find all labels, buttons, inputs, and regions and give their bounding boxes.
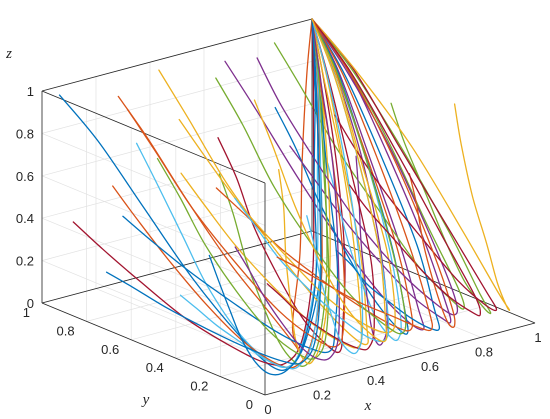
y-tick-label: 0.2 <box>190 379 208 394</box>
trajectory-line <box>158 18 369 346</box>
x-tick-label: 0.4 <box>367 373 385 388</box>
trajectory-line <box>253 18 388 343</box>
z-tick-label: 1 <box>27 84 34 99</box>
trajectory-line <box>256 18 459 316</box>
floor-gridline-y <box>131 267 402 341</box>
back-wall-gridline-z <box>41 145 313 219</box>
z-tick-label: 0.8 <box>16 126 34 141</box>
trajectory-line <box>122 18 339 354</box>
z-tick-label: 0.4 <box>16 211 34 226</box>
trajectory-line <box>135 18 319 369</box>
side-wall-gridline-z <box>41 260 266 353</box>
side-wall-gridline-z <box>41 133 266 226</box>
trajectory-line <box>274 18 409 335</box>
trajectory-line <box>208 18 318 376</box>
trajectory-line <box>72 18 315 366</box>
y-tick-label: 0 <box>246 397 253 412</box>
y-axis-line <box>41 302 266 396</box>
trajectory-line <box>311 18 498 312</box>
trajectory-line <box>105 18 322 365</box>
trajectory-line <box>218 18 328 367</box>
y-tick-label: 0.6 <box>101 342 119 357</box>
back-wall-gridline-z <box>41 103 313 177</box>
trajectory-line <box>217 18 346 354</box>
y-axis-label: y <box>141 392 150 408</box>
z-tick-label: 0.2 <box>16 254 34 269</box>
z-tick-label: 0.6 <box>16 169 34 184</box>
trajectory-line <box>311 18 388 346</box>
trajectory-line <box>224 18 425 331</box>
z-axis-label: z <box>5 46 12 62</box>
x-tick-label: 0.8 <box>475 344 493 359</box>
trajectory-line <box>311 18 456 328</box>
box-edge <box>41 18 313 92</box>
box-edge <box>41 230 313 304</box>
trajectory-line <box>276 18 434 332</box>
trajectory-line <box>311 18 482 317</box>
trajectory-line <box>273 18 465 310</box>
tick-labels: 00.20.40.60.8100.20.40.60.8100.20.40.60.… <box>16 84 542 417</box>
x-tick-label: 1 <box>534 330 541 345</box>
trajectory-line <box>179 18 322 370</box>
y-tick-label: 0.8 <box>57 323 75 338</box>
trajectory-line <box>311 18 492 315</box>
x-tick-label: 0.2 <box>313 388 331 403</box>
trajectory-line <box>289 18 452 324</box>
x-tick-label: 0.6 <box>421 359 439 374</box>
trajectory-line <box>278 18 331 365</box>
trajectory-line <box>112 18 323 369</box>
y-tick-label: 1 <box>23 305 30 320</box>
trajectory-line <box>311 18 441 331</box>
y-tick-label: 0.4 <box>146 360 164 375</box>
trajectories <box>58 18 511 376</box>
trajectory-line <box>156 18 330 360</box>
trajectory-line <box>215 18 407 335</box>
back-wall-gridline-z <box>41 61 313 134</box>
side-wall-gridline-z <box>41 217 266 311</box>
trajectory-line <box>234 18 341 361</box>
floor-gridline-x <box>149 273 374 367</box>
x-axis-line <box>264 322 536 396</box>
x-tick-label: 0 <box>264 402 271 417</box>
trajectory-line <box>266 18 376 351</box>
box-edge <box>41 90 266 184</box>
trajectory-line <box>311 18 511 312</box>
trajectory-line <box>215 18 414 332</box>
z-tick-label: 0 <box>27 296 34 311</box>
x-axis-label: x <box>364 398 372 414</box>
axis-labels: x y z <box>5 46 372 414</box>
floor-gridline-y <box>86 249 357 322</box>
